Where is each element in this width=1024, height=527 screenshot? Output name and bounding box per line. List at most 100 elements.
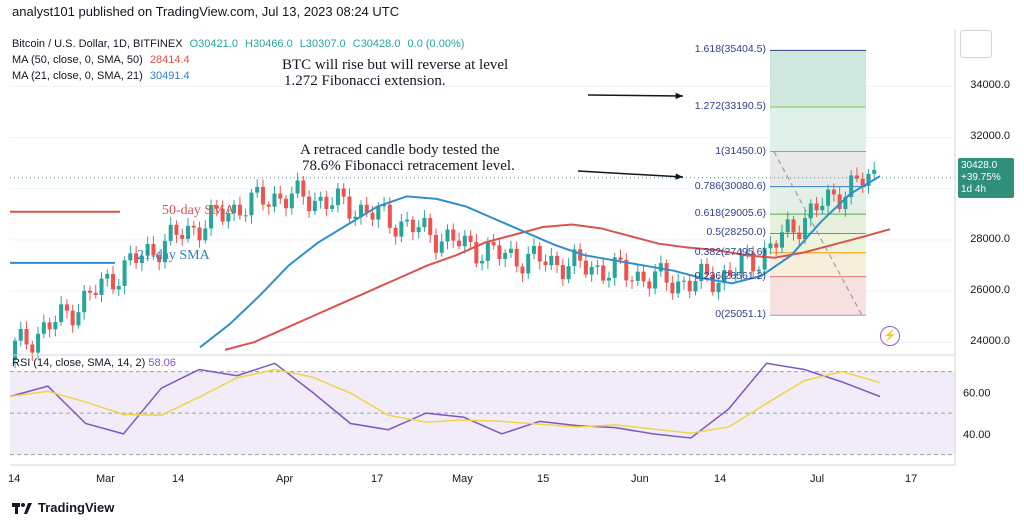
fib-trend-line [773,151,863,316]
moving-averages [10,175,955,351]
candle-body [820,205,825,211]
candle-body [612,257,617,278]
candle-body [410,219,415,233]
candle-body [555,255,560,266]
candle-body [537,245,542,262]
candle-body [220,208,225,222]
fib-level-label: 0.5(28250.0) [706,226,766,239]
candle-body [382,204,387,207]
candle-body [583,260,588,275]
fib-band [770,252,866,277]
fib-band [770,233,866,253]
annotation-top-line1: BTC will rise but will reverse at level [282,57,509,73]
candle-body [399,221,404,237]
candle-body [739,254,744,274]
fib-level-label: 1(31450.0) [715,144,766,157]
candle-body [526,253,531,274]
candle-body [664,263,669,283]
candle-body [364,204,369,213]
candle-body [341,188,346,197]
candle-body [785,219,790,233]
candle-body [180,234,185,239]
publisher-line: analyst101 published on TradingView.com,… [12,4,400,19]
candle-body [543,261,548,266]
candle-body [335,188,340,206]
candle-body [751,252,756,272]
chart-legend: Bitcoin / U.S. Dollar, 1D, BITFINEX O304… [12,36,468,84]
candle-body [249,192,254,216]
candle-body [520,266,525,274]
ma50-label: MA (50, close, 0, SMA, 50) [12,54,143,66]
candle-body [681,280,686,282]
candle-body [693,281,698,292]
time-tick-label: 15 [537,473,550,485]
annotation-top-line2: 1.272 Fibonacci extension. [284,73,446,89]
price-tick-label: 28000.0 [970,232,1010,245]
candle-body [716,282,721,293]
candle-body [704,263,710,275]
ohlc-open: O30421.0 [189,38,238,50]
candle-body [803,218,808,240]
candle-body [162,240,167,263]
candle-body [647,281,652,289]
candle-body [111,273,116,290]
candle-body [497,245,502,259]
time-tick-label: 14 [714,473,727,485]
candle-body [635,271,640,281]
candle-body [797,232,802,240]
candle-body [480,260,485,264]
candle-body [670,282,675,294]
lightning-icon[interactable]: ⚡ [880,326,900,346]
candle-body [872,169,877,174]
candle-body [601,265,606,281]
candle-body [445,229,450,242]
candle-body [733,273,738,276]
badge-timeframe: 1d 4h [961,184,987,195]
candle-body [376,206,381,220]
candle-body [589,266,594,275]
candle-body [745,252,750,255]
candle-body [64,304,69,311]
candle-body [76,312,81,326]
tradingview-logo-icon [12,502,32,514]
candle-body [774,243,779,248]
candle-body [232,204,237,214]
axes: 40.00 60.00 [10,30,991,466]
candle-body [416,227,421,233]
candle-body [728,270,733,276]
candle-body [312,200,317,212]
candle-body [866,173,871,186]
brand-name: TradingView [38,500,115,515]
candle-body [860,178,865,186]
candle-body [653,271,658,289]
candle-body [762,248,767,270]
candle-body [468,235,473,243]
candle-body [18,328,23,341]
rsi-line [9,362,881,439]
price-tick-label: 32000.0 [970,130,1010,143]
candle-body [405,219,410,222]
ma21-line [199,175,881,349]
candle-body [237,204,242,216]
arrow-to-786-head [675,173,683,180]
badge-change: +39.75% [961,172,1001,183]
candle-body [439,241,444,253]
candle-body [503,252,508,259]
current-price-badge: 30428.0 +39.75% 1d 4h [958,158,1014,198]
candle-body [624,259,629,281]
price-tick-label: 26000.0 [970,284,1010,297]
candle-body [295,180,300,194]
time-tick-label: Mar [96,473,115,485]
candles-group [12,161,877,369]
candle-body [353,216,358,219]
candle-body [422,218,427,228]
axis-settings-button[interactable] [960,30,992,58]
ohlc-close: C30428.0 [352,38,401,50]
candle-body [826,189,831,206]
rsi-tick-label: 40.00 [963,429,991,441]
candle-body [197,227,202,241]
candle-body [260,186,265,205]
candle-body [151,244,156,255]
fib-level-label: 0.618(29005.6) [694,207,766,220]
